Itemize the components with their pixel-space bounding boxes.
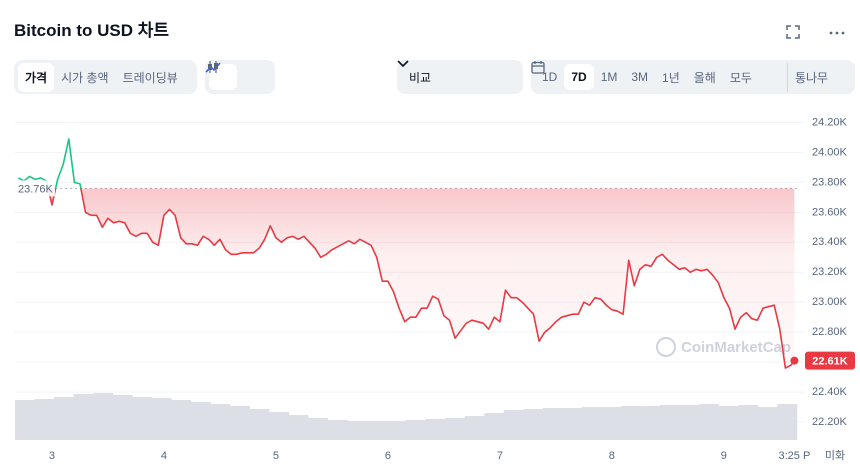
watermark-logo bbox=[656, 337, 676, 357]
volume-bar bbox=[523, 409, 544, 440]
volume-bar bbox=[581, 407, 602, 440]
x-tick-label: 5 bbox=[273, 450, 279, 462]
range-button[interactable]: 1M bbox=[600, 70, 618, 84]
y-tick-label: 23.20K bbox=[812, 266, 848, 278]
range-button[interactable]: 1년 bbox=[662, 70, 680, 85]
volume-bar bbox=[171, 400, 192, 440]
watermark: CoinMarketCap bbox=[656, 337, 791, 357]
price-area bbox=[48, 188, 795, 369]
tab[interactable]: 시가 총액 bbox=[61, 70, 109, 85]
volume-bar bbox=[386, 421, 407, 440]
volume-bar bbox=[406, 420, 426, 440]
volume-bar bbox=[288, 415, 309, 440]
volume-bar bbox=[601, 407, 622, 440]
watermark-text: CoinMarketCap bbox=[681, 339, 791, 356]
volume-bar bbox=[445, 418, 465, 440]
volume-bar bbox=[660, 405, 680, 440]
volume-bar bbox=[738, 405, 759, 440]
more-icon[interactable] bbox=[828, 24, 846, 40]
volume-bar bbox=[249, 409, 270, 440]
volume-bar bbox=[151, 398, 172, 440]
y-tick-label: 23.60K bbox=[812, 206, 848, 218]
y-tick-label: 22.40K bbox=[812, 386, 848, 398]
y-tick-label: 24.00K bbox=[812, 146, 848, 158]
volume-bar bbox=[347, 421, 368, 440]
x-tick-label: 8 bbox=[609, 450, 615, 462]
price-line bbox=[18, 138, 796, 369]
volume-bar bbox=[542, 408, 563, 440]
volume-bar bbox=[503, 410, 524, 440]
volume-bar bbox=[464, 416, 485, 440]
last-point bbox=[790, 356, 799, 365]
candle-style-button[interactable] bbox=[208, 61, 265, 90]
volume-bar bbox=[562, 408, 583, 440]
volume-bar bbox=[757, 407, 778, 440]
range-button[interactable]: 3M bbox=[631, 70, 649, 84]
tab[interactable]: 트레이딩뷰 bbox=[122, 70, 178, 85]
y-tick-label: 23.00K bbox=[812, 296, 848, 308]
open-price-label: 23.76K bbox=[18, 183, 54, 195]
page-title: Bitcoin to USD 차트 bbox=[14, 21, 169, 40]
x-tick-label: 3 bbox=[49, 450, 55, 462]
range-button[interactable]: 1D bbox=[542, 70, 558, 84]
log-button[interactable]: 통나무 bbox=[786, 62, 835, 92]
compare-label: 비교 bbox=[409, 70, 432, 85]
volume-bar bbox=[327, 420, 348, 440]
last-price-label: 22.61K bbox=[812, 356, 848, 368]
compare-dropdown[interactable]: 비교 bbox=[397, 60, 523, 94]
x-tick-label: 3:25 P bbox=[778, 450, 810, 462]
last-price-pill bbox=[805, 351, 855, 370]
y-tick-label: 23.40K bbox=[812, 236, 848, 248]
volume-bar bbox=[777, 404, 798, 440]
fullscreen-icon[interactable] bbox=[785, 24, 801, 40]
range-button[interactable]: 올해 bbox=[693, 70, 716, 85]
volume-bar bbox=[484, 413, 505, 440]
currency-label: 미화 bbox=[825, 449, 845, 462]
volume-bar bbox=[112, 395, 133, 440]
volume-bar bbox=[73, 394, 94, 440]
range-buttons: 1D 7D 1M 3M 1년 올해 모두 통나무 bbox=[531, 60, 855, 94]
x-tick-label: 9 bbox=[721, 450, 727, 462]
open-price-label-bg bbox=[15, 180, 55, 197]
volume-bar bbox=[640, 406, 661, 440]
view-tabs: 가격 시가 총액 트레이딩뷰 bbox=[14, 60, 197, 94]
volume-bar bbox=[718, 406, 739, 440]
x-tick-label: 6 bbox=[385, 450, 391, 462]
volume-bar bbox=[269, 412, 289, 440]
range-button[interactable]: 7D bbox=[564, 64, 594, 90]
volume-bar bbox=[54, 397, 74, 440]
y-tick-label: 24.20K bbox=[812, 116, 848, 128]
volume-bar bbox=[621, 406, 641, 440]
volume-bar bbox=[308, 418, 329, 440]
volume-bar bbox=[230, 406, 250, 440]
volume-bar bbox=[679, 405, 700, 440]
chart-style bbox=[205, 60, 275, 94]
tab[interactable]: 가격 bbox=[18, 62, 55, 92]
range-button[interactable]: 모두 bbox=[729, 70, 752, 85]
volume-bar bbox=[34, 399, 55, 440]
volume-bar bbox=[15, 400, 35, 440]
volume-bar bbox=[132, 397, 153, 440]
volume-bar bbox=[210, 404, 231, 440]
x-tick-label: 7 bbox=[497, 450, 503, 462]
y-tick-label: 22.20K bbox=[812, 416, 848, 428]
calendar-button[interactable] bbox=[531, 61, 787, 90]
y-tick-label: 22.80K bbox=[812, 326, 848, 338]
volume-bar bbox=[366, 421, 387, 440]
volume-bar bbox=[425, 419, 446, 440]
volume-bar bbox=[190, 402, 211, 440]
y-tick-label: 23.80K bbox=[812, 176, 848, 188]
volume-bar bbox=[93, 393, 114, 440]
x-tick-label: 4 bbox=[161, 450, 167, 462]
volume-bar bbox=[699, 404, 720, 440]
